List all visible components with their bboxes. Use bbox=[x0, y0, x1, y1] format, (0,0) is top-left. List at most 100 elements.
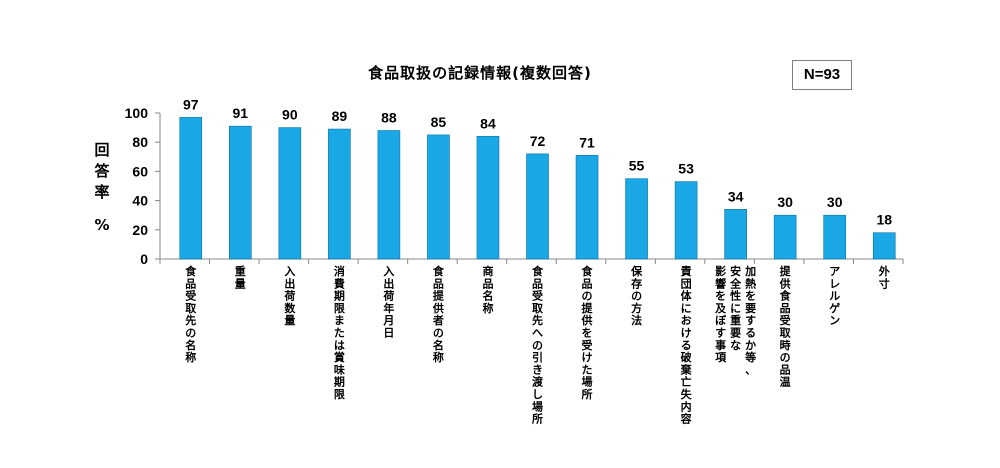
y-tick-label: 100 bbox=[125, 105, 149, 121]
bar bbox=[377, 130, 401, 260]
bar-value-label: 97 bbox=[183, 96, 199, 112]
category-label-char: は bbox=[334, 339, 345, 352]
category-label-char: 取 bbox=[185, 302, 196, 315]
category-label-char: 先 bbox=[185, 313, 196, 327]
category-label-char: 受 bbox=[532, 289, 543, 303]
bar bbox=[575, 155, 599, 260]
category-label-char: 寸 bbox=[879, 276, 890, 290]
y-tick-label: 0 bbox=[140, 251, 148, 267]
category-label-char: ル bbox=[829, 290, 840, 303]
bar-value-label: 88 bbox=[381, 110, 397, 126]
category-label-char: 要 bbox=[730, 327, 741, 340]
category-label-char: 品 bbox=[433, 277, 444, 290]
category-label-char: 、 bbox=[745, 363, 756, 376]
category-label-char: 期 bbox=[334, 289, 345, 303]
bar bbox=[724, 209, 747, 260]
category-label-char: 量 bbox=[284, 314, 295, 327]
category-label-char: の bbox=[532, 339, 543, 352]
category-label-char: き bbox=[532, 363, 543, 376]
category-label-char: 出 bbox=[383, 276, 394, 290]
category-label-char: 食 bbox=[582, 264, 594, 278]
bar-value-label: 30 bbox=[827, 194, 843, 210]
category-label-char: 引 bbox=[532, 350, 543, 364]
category-label-char: 外 bbox=[878, 264, 890, 278]
category-label-char: 性 bbox=[730, 289, 741, 303]
category-label-char: け bbox=[681, 327, 692, 340]
category-label-char: 影 bbox=[715, 264, 726, 278]
category-label-char: の bbox=[433, 327, 444, 340]
bar-value-label: 55 bbox=[629, 158, 645, 174]
category-label-char: 入 bbox=[284, 265, 295, 278]
category-label-char: か bbox=[745, 339, 756, 352]
category-label-char: 供 bbox=[779, 276, 791, 290]
category-label-char: 供 bbox=[432, 301, 444, 315]
category-label-char: 数 bbox=[284, 301, 296, 315]
bar-value-label: 71 bbox=[579, 134, 595, 150]
bar-value-label: 84 bbox=[480, 115, 496, 131]
category-label-char: 団 bbox=[681, 276, 692, 290]
category-label-char: 費 bbox=[333, 276, 345, 290]
category-label-char: 称 bbox=[482, 301, 493, 315]
category-label-char: 称 bbox=[433, 350, 444, 364]
bar bbox=[625, 178, 648, 260]
category-label-char: す bbox=[715, 327, 726, 340]
category-label-char: し bbox=[532, 388, 543, 401]
category-label-char: を bbox=[745, 290, 756, 303]
category-label-char: た bbox=[582, 363, 593, 376]
y-axis-unit: % bbox=[94, 216, 110, 234]
category-label-char: 失 bbox=[681, 387, 693, 401]
category-label-char: 品 bbox=[185, 277, 196, 290]
category-label-char: 渡 bbox=[532, 375, 544, 389]
category-label-char: 品 bbox=[532, 277, 543, 290]
bar bbox=[476, 136, 500, 260]
category-label-char: 年 bbox=[383, 301, 394, 315]
category-label-char: 限 bbox=[334, 301, 345, 315]
bar-value-label: 85 bbox=[431, 114, 447, 130]
bar bbox=[674, 181, 698, 260]
bar bbox=[328, 128, 351, 260]
category-label-char: 提 bbox=[582, 301, 594, 315]
category-label-char: 賞 bbox=[334, 350, 345, 364]
category-label-char: 事 bbox=[715, 338, 726, 352]
category-label-char: け bbox=[582, 351, 593, 364]
category-label-char: 名 bbox=[433, 338, 444, 352]
category-label-char: の bbox=[631, 290, 642, 303]
category-label-char: ア bbox=[829, 265, 840, 278]
category-label-char: 重 bbox=[730, 313, 741, 327]
category-label-char: 内 bbox=[681, 399, 692, 413]
category-label-char: を bbox=[582, 327, 593, 340]
category-label-char: 提 bbox=[780, 264, 792, 278]
category-label-char: へ bbox=[532, 327, 543, 340]
category-label-char: 加 bbox=[744, 264, 756, 278]
category-label-char: る bbox=[681, 339, 692, 352]
category-label-char: ぼ bbox=[715, 314, 727, 327]
bar-value-label: 30 bbox=[777, 194, 793, 210]
category-label-char: 取 bbox=[532, 302, 543, 315]
category-label-char: 量 bbox=[235, 277, 246, 290]
category-label-char: お bbox=[681, 314, 692, 327]
category-label-char: 所 bbox=[582, 387, 593, 401]
category-label-char: る bbox=[745, 327, 756, 340]
category-label-char: 棄 bbox=[680, 362, 693, 376]
category-label-char: 食 bbox=[433, 264, 445, 278]
category-label-char: 品 bbox=[780, 302, 791, 315]
category-label-char: 提 bbox=[433, 289, 445, 303]
bar-value-label: 18 bbox=[876, 212, 892, 228]
category-label-char: 者 bbox=[432, 313, 444, 327]
category-label-char: 食 bbox=[185, 264, 197, 278]
category-label-char: 場 bbox=[532, 399, 543, 413]
category-label-char: 食 bbox=[780, 289, 792, 303]
category-label-char: 体 bbox=[681, 289, 693, 303]
category-label-char: 存 bbox=[631, 276, 642, 290]
category-label-char: 月 bbox=[382, 314, 394, 327]
category-label-char: 場 bbox=[582, 375, 593, 389]
bar-value-label: 72 bbox=[530, 133, 546, 149]
